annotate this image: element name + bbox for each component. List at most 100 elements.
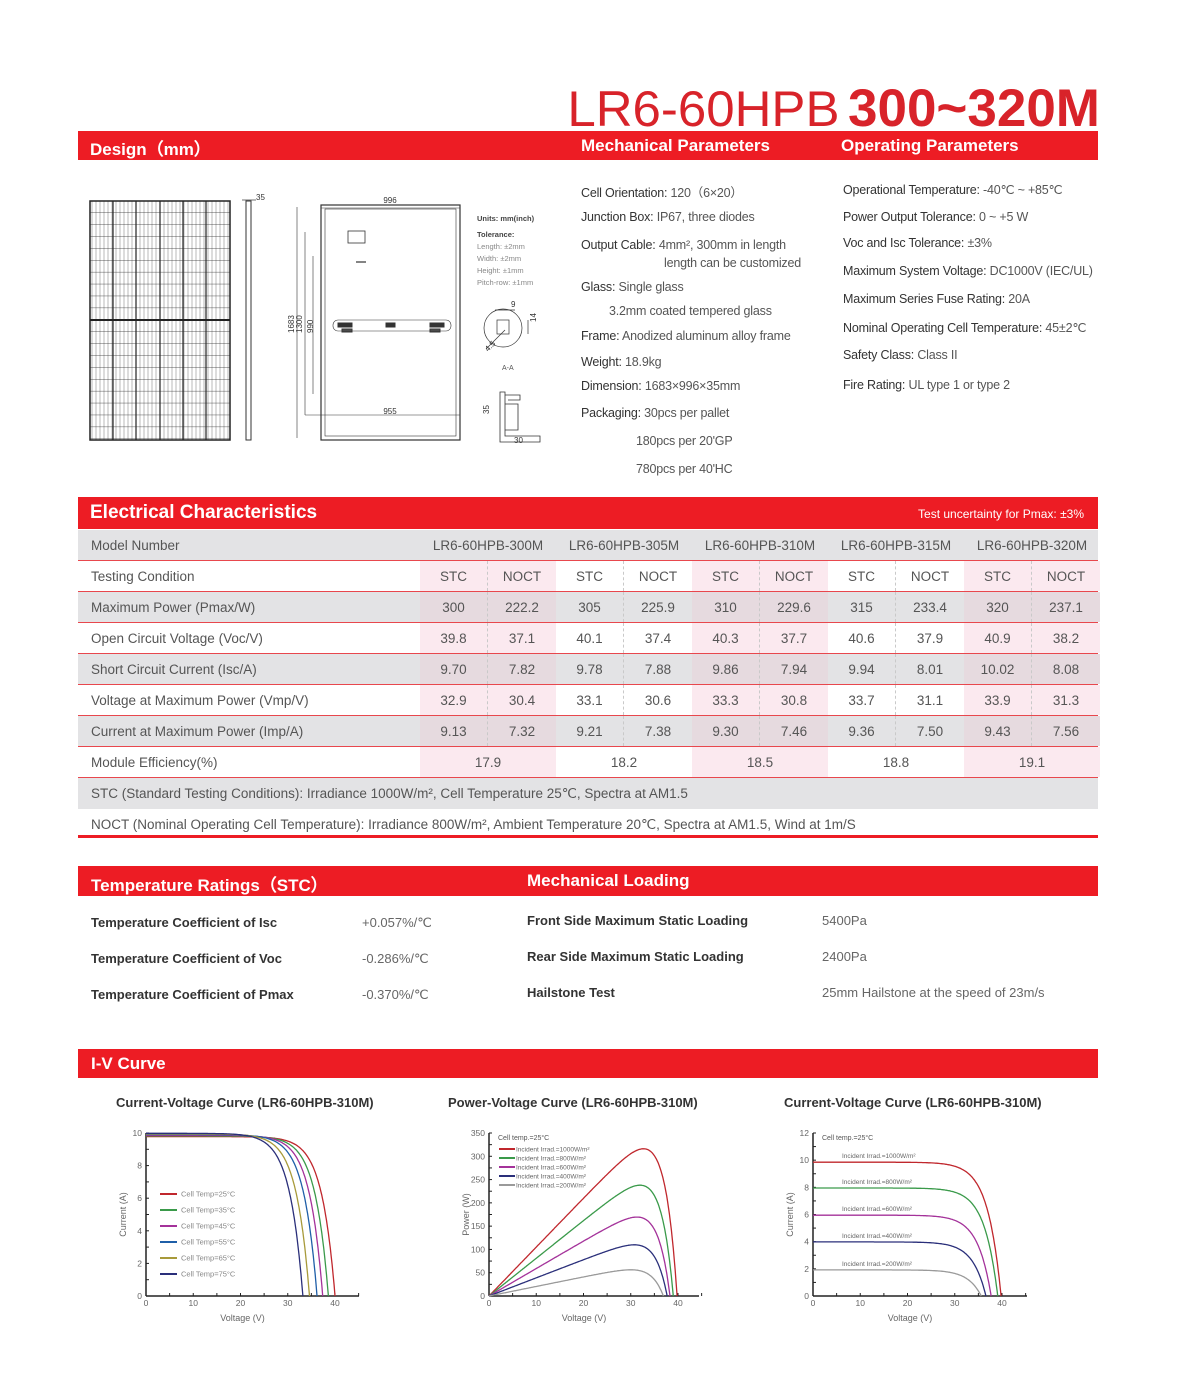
- table-cell: 33.7: [828, 685, 896, 715]
- y-tick-label: 10: [133, 1128, 143, 1138]
- legend-label: Cell Temp=25°C: [181, 1190, 236, 1199]
- efficiency-cell: 17.9: [420, 747, 556, 777]
- legend-label: Cell Temp=35°C: [181, 1206, 236, 1215]
- chart-title-iv-irradiance: Current-Voltage Curve (LR6-60HPB-310M): [784, 1095, 1042, 1110]
- tolerance-height: Height: ±1mm: [477, 266, 524, 275]
- efficiency-cell: 18.2: [610, 754, 638, 770]
- x-tick-label: 40: [673, 1298, 683, 1308]
- param-label: Output Cable:: [581, 238, 656, 252]
- y-tick-label: 8: [804, 1182, 809, 1192]
- loading-value: 5400Pa: [822, 913, 867, 928]
- chart-annotation: Cell temp.=25°C: [498, 1134, 549, 1142]
- x-tick-label: 0: [811, 1298, 816, 1308]
- param-value: 18.9kg: [625, 355, 662, 369]
- table-cell: 9.86: [692, 654, 760, 684]
- table-cell: 233.4: [913, 599, 947, 615]
- electrical-data-row: Current at Maximum Power (Imp/A) 9.13 7.32…: [78, 716, 1100, 747]
- efficiency-cell: 19.1: [964, 747, 1100, 777]
- stc-note-row: STC (Standard Testing Conditions): Irrad…: [78, 778, 1098, 809]
- x-tick-label: 40: [330, 1298, 340, 1308]
- param-value: -40℃ ~ +85℃: [983, 183, 1063, 197]
- x-tick-label: 0: [487, 1298, 492, 1308]
- hole-diameter-dimension: 4.5: [483, 339, 498, 354]
- table-cell: 30.6: [644, 692, 672, 708]
- electrical-data-row: Voltage at Maximum Power (Vmp/V) 32.9 30.4…: [78, 685, 1100, 716]
- table-cell: 37.4: [644, 630, 672, 646]
- temperature-coefficient-value: -0.370%/℃: [362, 987, 429, 1002]
- efficiency-cell: 18.5: [692, 747, 828, 777]
- param-label: Maximum System Voltage:: [843, 264, 987, 278]
- side-thickness-dimension: 35: [256, 193, 265, 202]
- table-cell: 37.1: [488, 623, 556, 653]
- table-cell: 315: [828, 592, 896, 622]
- profile-height-dimension: 35: [482, 405, 491, 414]
- stc-header: STC: [692, 561, 760, 591]
- table-cell: 310: [692, 592, 760, 622]
- y-tick-label: 12: [800, 1128, 810, 1138]
- y-tick-label: 300: [471, 1151, 485, 1161]
- legend-label: Cell Temp=75°C: [181, 1270, 236, 1279]
- side-view: 35: [242, 193, 265, 441]
- param-value: 780pcs per 40'HC: [636, 462, 733, 476]
- legend-label: Cell Temp=55°C: [181, 1238, 236, 1247]
- table-cell: 9.36: [828, 716, 896, 746]
- temperature-coefficient-label: Temperature Coefficient of Pmax: [91, 987, 294, 1002]
- row-label: Model Number: [91, 537, 180, 553]
- series-line: [146, 1135, 336, 1297]
- loading-value: 25mm Hailstone at the speed of 23m/s: [822, 985, 1045, 1000]
- table-cell: 9.78: [556, 654, 624, 684]
- operating-param-item: Fire Rating: UL type 1 or type 2: [843, 378, 1010, 392]
- table-cell: 320: [964, 592, 1032, 622]
- table-cell: 40.6: [828, 623, 896, 653]
- table-cell: 32.9: [420, 685, 488, 715]
- y-tick-label: 0: [480, 1291, 485, 1301]
- y-tick-label: 0: [137, 1291, 142, 1301]
- operating-param-item: Safety Class: Class II: [843, 348, 958, 362]
- series-line: [813, 1269, 982, 1297]
- stc-header: STC: [828, 561, 896, 591]
- y-axis-label: Current (A): [785, 1192, 795, 1237]
- legend-label: Incident Irrad.=1000W/m²: [516, 1147, 590, 1154]
- param-value: Anodized aluminum alloy frame: [621, 329, 791, 343]
- table-bottom-rule: [78, 835, 1098, 838]
- operating-param-item: Operational Temperature: -40℃ ~ +85℃: [843, 182, 1063, 197]
- y-tick-label: 10: [800, 1155, 810, 1165]
- width-dimension: 996: [383, 196, 397, 205]
- table-cell: 9.13: [420, 716, 488, 746]
- legend-label: Incident Irrad.=400W/m²: [516, 1174, 587, 1181]
- test-uncertainty-note: Test uncertainty for Pmax: ±3%: [918, 507, 1084, 521]
- table-cell: 222.2: [488, 592, 556, 622]
- mechanical-param-item: Weight: 18.9kg: [581, 355, 662, 369]
- tolerance-pitch-row: Pitch-row: ±1mm: [477, 278, 533, 287]
- noct-note-row: NOCT (Nominal Operating Cell Temperature…: [78, 809, 1098, 840]
- param-label: Voc and Isc Tolerance:: [843, 236, 965, 250]
- param-value: length can be customized: [664, 256, 801, 270]
- y-tick-label: 2: [137, 1258, 142, 1268]
- param-label: Power Output Tolerance:: [843, 210, 976, 224]
- x-tick-label: 30: [626, 1298, 636, 1308]
- y-tick-label: 4: [137, 1226, 142, 1236]
- table-cell: 37.9: [916, 630, 944, 646]
- param-label: Junction Box:: [581, 210, 654, 224]
- x-tick-label: 20: [236, 1298, 246, 1308]
- table-cell: 7.56: [1032, 716, 1100, 746]
- param-value: DC1000V (IEC/UL): [989, 264, 1093, 278]
- row-label: Module Efficiency(%): [91, 754, 218, 770]
- x-tick-label: 20: [579, 1298, 589, 1308]
- param-value: UL type 1 or type 2: [908, 378, 1011, 392]
- electrical-section-bar: Electrical Characteristics Test uncertai…: [78, 497, 1098, 529]
- table-cell: 9.94: [828, 654, 896, 684]
- param-label: Fire Rating:: [843, 378, 906, 392]
- noct-header: NOCT: [638, 568, 678, 584]
- param-value: 3.2mm coated tempered glass: [609, 304, 772, 318]
- table-cell: 7.38: [644, 723, 672, 739]
- table-cell: 237.1: [1032, 592, 1100, 622]
- table-cell: 30.8: [760, 685, 828, 715]
- param-label: Cell Orientation:: [581, 186, 668, 200]
- noct-note: NOCT (Nominal Operating Cell Temperature…: [91, 816, 856, 832]
- param-value: 120（6×20）: [670, 186, 743, 200]
- mechanical-param-item: 3.2mm coated tempered glass: [609, 304, 772, 318]
- loading-label: Rear Side Maximum Static Loading: [527, 949, 744, 964]
- table-cell: 9.21: [556, 716, 624, 746]
- y-tick-label: 350: [471, 1128, 485, 1138]
